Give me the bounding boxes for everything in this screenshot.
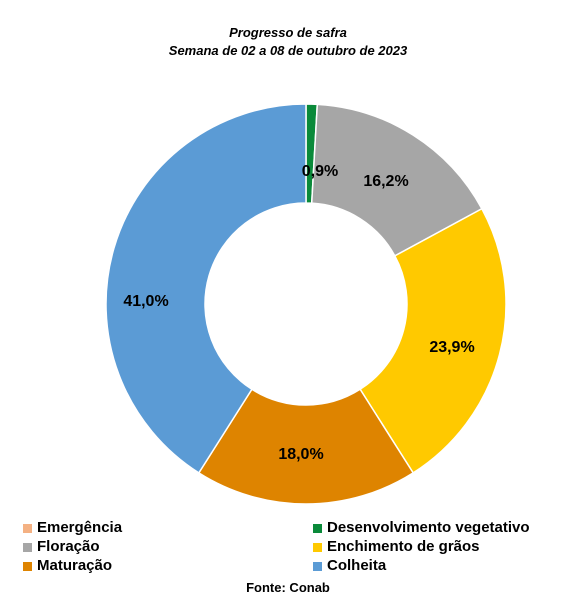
slice-flora-o <box>310 103 483 257</box>
legend-label: Maturação <box>37 557 113 574</box>
legend-label: Colheita <box>327 557 387 574</box>
legend-item: Enchimento de grãos <box>313 538 480 556</box>
legend-item: Emergência <box>23 519 122 537</box>
slice-colheita <box>105 103 307 474</box>
legend-label: Desenvolvimento vegetativo <box>327 519 530 536</box>
slice-matura-o <box>197 388 415 505</box>
legend-swatch <box>23 561 32 571</box>
data-label: 23,9% <box>429 339 474 356</box>
legend-item: Colheita <box>313 557 386 575</box>
legend-swatch <box>313 523 322 533</box>
legend-swatch <box>23 542 32 552</box>
legend-swatch <box>23 523 32 533</box>
legend-label: Enchimento de grãos <box>327 538 480 555</box>
legend-label: Emergência <box>37 519 123 536</box>
data-label: 18,0% <box>278 446 323 463</box>
legend-item: Desenvolvimento vegetativo <box>313 519 530 537</box>
slice-enchimento-de-gr-os <box>359 207 507 474</box>
data-label: 16,2% <box>363 173 408 190</box>
source-note: Fonte: Conab <box>246 580 330 595</box>
chart-subtitle: Semana de 02 a 08 de outubro de 2023 <box>168 43 408 58</box>
legend-swatch <box>313 542 322 552</box>
data-label: 0,9% <box>302 163 338 180</box>
legend-label: Floração <box>37 538 100 555</box>
legend-item: Floração <box>23 538 100 556</box>
legend-swatch <box>313 561 322 571</box>
data-label: 41,0% <box>123 293 168 310</box>
legend-item: Maturação <box>23 557 112 575</box>
chart-title: Progresso de safra <box>229 25 347 40</box>
